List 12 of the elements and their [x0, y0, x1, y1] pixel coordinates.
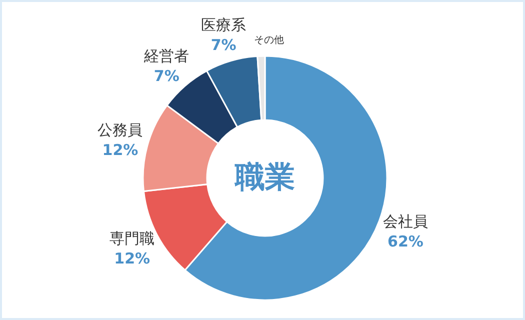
slice-label: 医療系: [201, 16, 246, 34]
data-label: 62%: [388, 232, 424, 251]
data-label: 7%: [154, 66, 180, 85]
data-label: 7%: [210, 36, 236, 54]
slice-label: 公務員: [98, 120, 143, 139]
slice-label: その他: [254, 34, 284, 46]
slice-label: 専門職: [110, 230, 155, 248]
text: 職業: [234, 160, 295, 195]
slice-label: 会社員: [383, 212, 428, 231]
data-label: 12%: [102, 140, 138, 159]
slice-label: 経営者: [143, 46, 190, 65]
data-label: 12%: [114, 250, 150, 268]
